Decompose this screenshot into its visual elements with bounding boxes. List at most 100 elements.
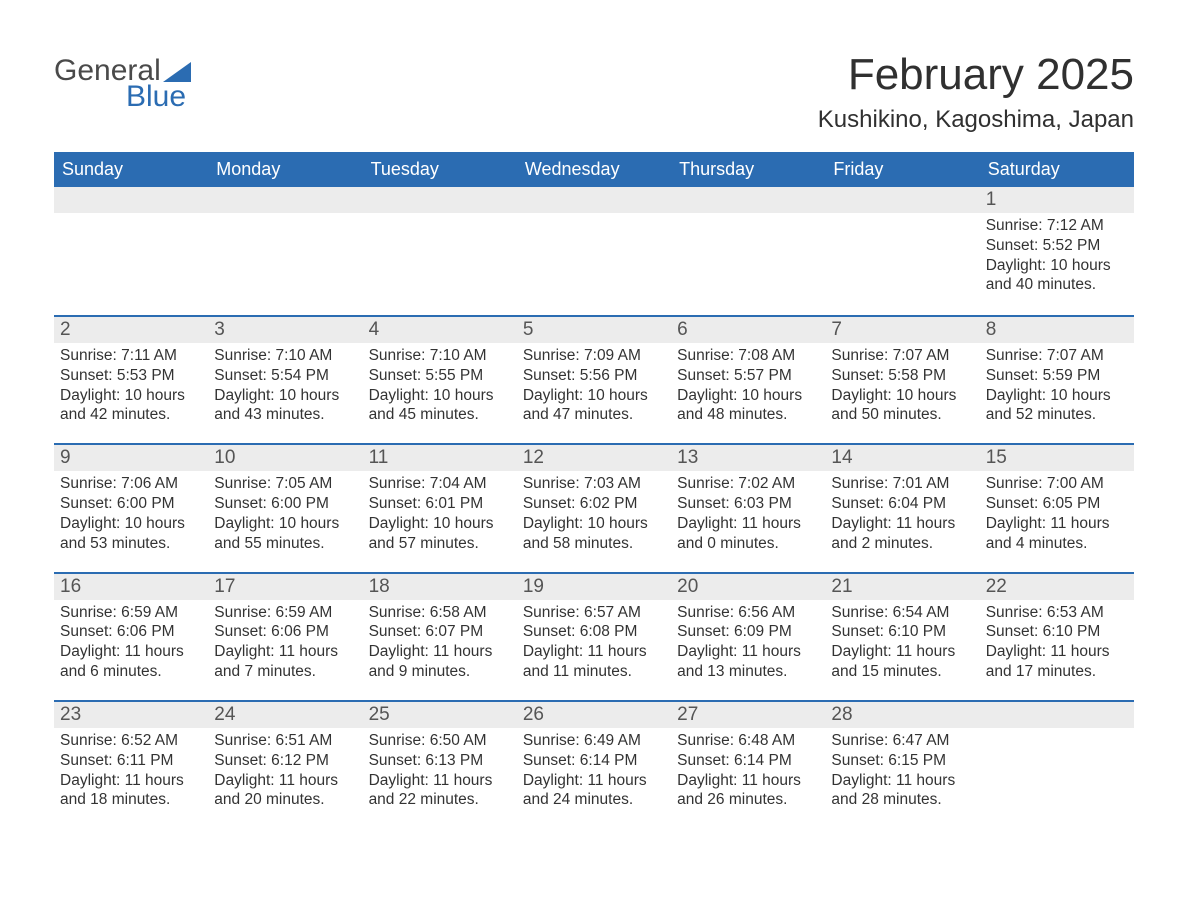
sunrise-text: Sunrise: 7:10 AM (214, 346, 356, 366)
sunset-text: Sunset: 6:12 PM (214, 751, 356, 771)
week-row: 9101112131415Sunrise: 7:06 AMSunset: 6:0… (54, 443, 1134, 571)
sunrise-text: Sunrise: 6:48 AM (677, 731, 819, 751)
sunset-text: Sunset: 6:08 PM (523, 622, 665, 642)
sunrise-text: Sunrise: 6:47 AM (831, 731, 973, 751)
sunrise-text: Sunrise: 7:09 AM (523, 346, 665, 366)
daylight-text: Daylight: 11 hours and 13 minutes. (677, 642, 819, 682)
daylight-text: Daylight: 11 hours and 15 minutes. (831, 642, 973, 682)
day-cell: Sunrise: 7:10 AMSunset: 5:55 PMDaylight:… (363, 343, 517, 443)
day-number: 24 (208, 702, 362, 728)
sunset-text: Sunset: 6:06 PM (60, 622, 202, 642)
day-cell (825, 213, 979, 313)
day-number: 16 (54, 574, 208, 600)
day-cell (208, 213, 362, 313)
daylight-text: Daylight: 11 hours and 7 minutes. (214, 642, 356, 682)
day-cell: Sunrise: 7:08 AMSunset: 5:57 PMDaylight:… (671, 343, 825, 443)
day-cell: Sunrise: 7:03 AMSunset: 6:02 PMDaylight:… (517, 471, 671, 571)
day-number (825, 187, 979, 213)
day-cell: Sunrise: 6:54 AMSunset: 6:10 PMDaylight:… (825, 600, 979, 700)
sunset-text: Sunset: 5:58 PM (831, 366, 973, 386)
daylight-text: Daylight: 11 hours and 17 minutes. (986, 642, 1128, 682)
sunset-text: Sunset: 6:04 PM (831, 494, 973, 514)
sunset-text: Sunset: 6:14 PM (523, 751, 665, 771)
daylight-text: Daylight: 11 hours and 6 minutes. (60, 642, 202, 682)
day-number: 23 (54, 702, 208, 728)
logo-word2: Blue (54, 82, 191, 112)
day-number: 14 (825, 445, 979, 471)
day-number (54, 187, 208, 213)
day-cell: Sunrise: 7:07 AMSunset: 5:58 PMDaylight:… (825, 343, 979, 443)
day-cell: Sunrise: 6:50 AMSunset: 6:13 PMDaylight:… (363, 728, 517, 828)
sunset-text: Sunset: 5:55 PM (369, 366, 511, 386)
sunset-text: Sunset: 5:54 PM (214, 366, 356, 386)
logo-triangle-icon (163, 62, 191, 82)
header: General Blue February 2025 Kushikino, Ka… (54, 50, 1134, 144)
day-number: 7 (825, 317, 979, 343)
daylight-text: Daylight: 10 hours and 45 minutes. (369, 386, 511, 426)
sunrise-text: Sunrise: 6:52 AM (60, 731, 202, 751)
daylight-text: Daylight: 10 hours and 48 minutes. (677, 386, 819, 426)
day-cell: Sunrise: 6:59 AMSunset: 6:06 PMDaylight:… (208, 600, 362, 700)
day-cell: Sunrise: 6:59 AMSunset: 6:06 PMDaylight:… (54, 600, 208, 700)
sunset-text: Sunset: 6:15 PM (831, 751, 973, 771)
sunrise-text: Sunrise: 7:02 AM (677, 474, 819, 494)
sunrise-text: Sunrise: 7:08 AM (677, 346, 819, 366)
day-number: 10 (208, 445, 362, 471)
sunset-text: Sunset: 5:52 PM (986, 236, 1128, 256)
daylight-text: Daylight: 11 hours and 4 minutes. (986, 514, 1128, 554)
daylight-text: Daylight: 11 hours and 0 minutes. (677, 514, 819, 554)
day-cell: Sunrise: 6:47 AMSunset: 6:15 PMDaylight:… (825, 728, 979, 828)
day-number: 20 (671, 574, 825, 600)
dow-cell: Monday (208, 152, 362, 187)
sunrise-text: Sunrise: 7:01 AM (831, 474, 973, 494)
day-cell: Sunrise: 6:58 AMSunset: 6:07 PMDaylight:… (363, 600, 517, 700)
day-cell (54, 213, 208, 313)
week-row: 232425262728Sunrise: 6:52 AMSunset: 6:11… (54, 700, 1134, 828)
daylight-text: Daylight: 10 hours and 42 minutes. (60, 386, 202, 426)
day-number: 11 (363, 445, 517, 471)
day-cell: Sunrise: 7:05 AMSunset: 6:00 PMDaylight:… (208, 471, 362, 571)
day-cell: Sunrise: 6:57 AMSunset: 6:08 PMDaylight:… (517, 600, 671, 700)
day-cell (980, 728, 1134, 828)
dow-cell: Friday (825, 152, 979, 187)
daynum-row: 232425262728 (54, 702, 1134, 728)
day-number: 18 (363, 574, 517, 600)
day-number: 2 (54, 317, 208, 343)
daylight-text: Daylight: 11 hours and 26 minutes. (677, 771, 819, 811)
daylight-text: Daylight: 10 hours and 55 minutes. (214, 514, 356, 554)
sunrise-text: Sunrise: 6:57 AM (523, 603, 665, 623)
daylight-text: Daylight: 10 hours and 52 minutes. (986, 386, 1128, 426)
daylight-text: Daylight: 10 hours and 43 minutes. (214, 386, 356, 426)
week-row: 16171819202122Sunrise: 6:59 AMSunset: 6:… (54, 572, 1134, 700)
day-number: 17 (208, 574, 362, 600)
day-number (671, 187, 825, 213)
sunrise-text: Sunrise: 6:56 AM (677, 603, 819, 623)
day-cell: Sunrise: 7:10 AMSunset: 5:54 PMDaylight:… (208, 343, 362, 443)
weeks-container: 1Sunrise: 7:12 AMSunset: 5:52 PMDaylight… (54, 187, 1134, 828)
day-number: 4 (363, 317, 517, 343)
daylight-text: Daylight: 10 hours and 40 minutes. (986, 256, 1128, 296)
day-cell: Sunrise: 6:52 AMSunset: 6:11 PMDaylight:… (54, 728, 208, 828)
daylight-text: Daylight: 10 hours and 50 minutes. (831, 386, 973, 426)
daylight-text: Daylight: 11 hours and 24 minutes. (523, 771, 665, 811)
sunrise-text: Sunrise: 6:58 AM (369, 603, 511, 623)
day-number (208, 187, 362, 213)
sunrise-text: Sunrise: 6:59 AM (60, 603, 202, 623)
sunrise-text: Sunrise: 6:53 AM (986, 603, 1128, 623)
day-number: 28 (825, 702, 979, 728)
sunrise-text: Sunrise: 7:05 AM (214, 474, 356, 494)
sunset-text: Sunset: 6:03 PM (677, 494, 819, 514)
day-number (363, 187, 517, 213)
daynum-row: 9101112131415 (54, 445, 1134, 471)
dow-cell: Saturday (980, 152, 1134, 187)
day-cell: Sunrise: 7:11 AMSunset: 5:53 PMDaylight:… (54, 343, 208, 443)
sunrise-text: Sunrise: 7:07 AM (831, 346, 973, 366)
day-number: 27 (671, 702, 825, 728)
day-cell (363, 213, 517, 313)
day-number (980, 702, 1134, 728)
week-row: 1Sunrise: 7:12 AMSunset: 5:52 PMDaylight… (54, 187, 1134, 315)
day-cell: Sunrise: 7:07 AMSunset: 5:59 PMDaylight:… (980, 343, 1134, 443)
day-cell: Sunrise: 6:49 AMSunset: 6:14 PMDaylight:… (517, 728, 671, 828)
week-row: 2345678Sunrise: 7:11 AMSunset: 5:53 PMDa… (54, 315, 1134, 443)
sunrise-text: Sunrise: 7:00 AM (986, 474, 1128, 494)
